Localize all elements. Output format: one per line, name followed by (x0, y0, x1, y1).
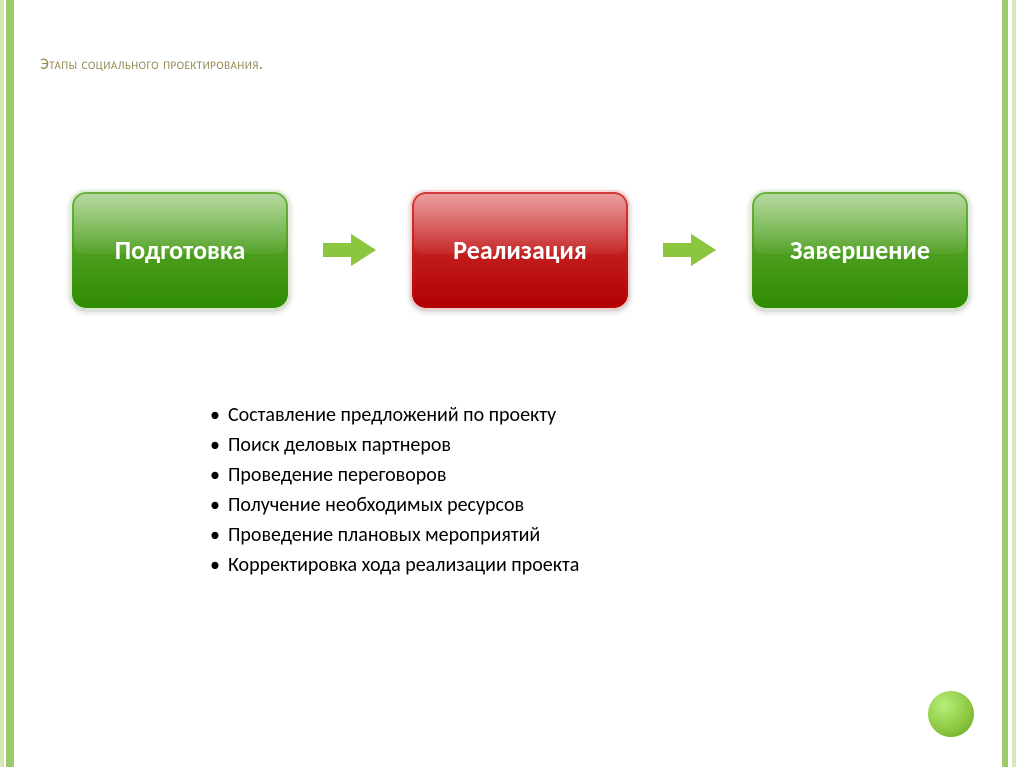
list-item: Корректировка хода реализации проекта (210, 550, 579, 580)
stage-box: Завершение (750, 190, 970, 310)
list-item: Поиск деловых партнеров (210, 430, 579, 460)
stage-label: Подготовка (115, 234, 246, 266)
right-border-stripes (998, 0, 1024, 767)
left-border-stripes (0, 0, 18, 767)
bullet-list: Составление предложений по проектуПоиск … (210, 400, 579, 580)
corner-circle-decor (928, 691, 974, 737)
list-item: Составление предложений по проекту (210, 400, 579, 430)
arrow-right-icon (660, 230, 720, 270)
process-flow: Подготовка Реализация Завершение (70, 190, 970, 310)
list-item: Получение необходимых ресурсов (210, 490, 579, 520)
list-item: Проведение переговоров (210, 460, 579, 490)
arrow-right-icon (320, 230, 380, 270)
slide-title: Этапы социального проектирования. (40, 55, 263, 74)
stage-box: Реализация (410, 190, 630, 310)
list-item: Проведение плановых мероприятий (210, 520, 579, 550)
stage-box: Подготовка (70, 190, 290, 310)
stage-label: Реализация (453, 234, 587, 266)
stage-label: Завершение (790, 234, 930, 266)
